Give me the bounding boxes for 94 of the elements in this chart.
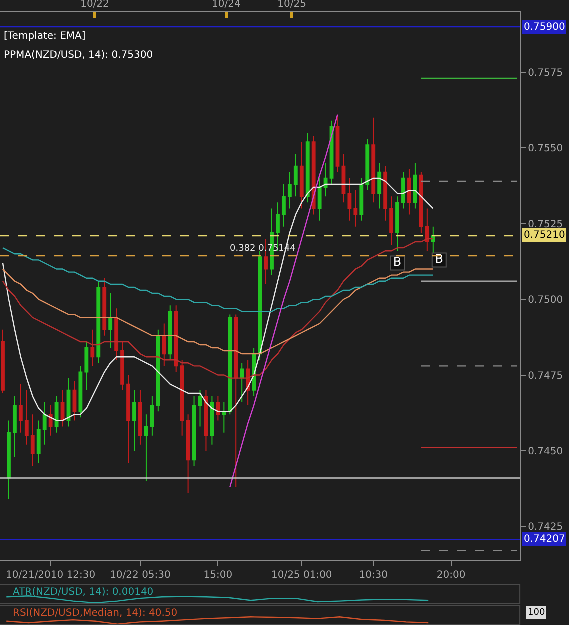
y-tick-label: 0.7475: [528, 370, 564, 382]
candlestick: [204, 390, 208, 452]
candlestick: [198, 390, 202, 428]
candlestick: [48, 405, 53, 436]
candlestick: [210, 396, 214, 446]
x-tick-label: 10/21/2010 12:30: [6, 570, 96, 581]
candlestick: [431, 226, 436, 255]
candlestick: [318, 178, 322, 222]
candlestick: [132, 390, 136, 452]
y-tick-label: 0.7525: [528, 219, 564, 230]
candlestick: [102, 278, 107, 336]
data-label: B: [435, 252, 444, 266]
x-tick-label: 10/22 05:30: [110, 570, 171, 581]
data-label: B: [393, 255, 402, 270]
candlestick: [84, 341, 89, 391]
candlestick: [234, 314, 238, 488]
candlestick: [150, 396, 154, 436]
candlestick: [54, 396, 59, 434]
candlestick: [144, 414, 148, 482]
candlestick: [30, 414, 35, 467]
candlestick: [306, 132, 310, 204]
candlestick: [425, 208, 430, 252]
candlestick: [78, 366, 83, 418]
candlestick: [408, 168, 412, 216]
candlestick: [413, 162, 418, 210]
candlestick: [180, 360, 184, 436]
candlestick: [186, 414, 190, 494]
y-tick-label: 0.7450: [528, 446, 564, 458]
candlestick: [288, 172, 292, 210]
candlestick: [300, 142, 304, 210]
line-series: [2, 238, 434, 379]
x-tick-label: 20:00: [436, 570, 466, 581]
candlestick: [114, 308, 119, 361]
candlestick: [354, 190, 358, 228]
candlestick: [168, 305, 172, 361]
candlestick: [192, 396, 196, 467]
annotation: RSI(NZD/USD,Median, 14): 40.50: [13, 608, 178, 619]
candlestick: [228, 314, 232, 416]
y-tick-label: 0.7575: [528, 68, 564, 79]
candlestick: [42, 402, 47, 446]
candlestick: [390, 196, 394, 246]
x-tick-label: 10/25 01:00: [271, 570, 332, 581]
ref-line-label: 0.75210: [524, 230, 566, 241]
candlestick: [312, 136, 316, 216]
ref-line-label: 0.75900: [524, 22, 566, 33]
y-tick-label: 0.7500: [528, 295, 564, 306]
candlestick: [18, 384, 23, 434]
candlestick: [282, 184, 286, 228]
candlestick: [240, 362, 244, 404]
candlestick: [366, 138, 370, 192]
candlestick: [1, 329, 5, 394]
candlestick: [384, 166, 388, 222]
candlestick: [378, 162, 382, 210]
candlestick: [336, 114, 340, 173]
candlestick: [258, 250, 262, 361]
annotation: [Template: EMA]: [4, 31, 86, 42]
candlestick: [402, 172, 406, 210]
candlestick: [216, 396, 220, 422]
candlestick: [324, 162, 328, 198]
candlestick: [396, 196, 400, 252]
ref-line-label: 0.74207: [524, 534, 566, 545]
candlestick: [360, 178, 364, 222]
candlestick: [138, 390, 142, 446]
candlestick: [108, 293, 113, 349]
candlestick: [90, 329, 95, 367]
text: 100: [528, 608, 546, 618]
y-tick-label: 0.7550: [528, 144, 564, 155]
candlestick: [372, 117, 376, 204]
candlestick: [348, 178, 352, 222]
candlestick: [36, 420, 41, 464]
annotation: PPMA(NZD/USD, 14): 0.75300: [4, 50, 154, 61]
line-series: [2, 178, 434, 422]
x-tick-label: 10:30: [359, 570, 388, 581]
candlestick: [120, 341, 125, 391]
candlestick: [342, 154, 346, 204]
candlestick: [66, 378, 71, 428]
candlestick: [419, 172, 424, 234]
candlestick: [162, 323, 166, 367]
candlestick: [24, 390, 29, 446]
candlestick: [96, 280, 101, 364]
candlestick: [60, 390, 65, 428]
candlestick: [7, 420, 11, 500]
line-series: [2, 268, 434, 355]
line-series: [230, 114, 338, 488]
annotation: ATR(NZD/USD, 14): 0.00140: [13, 587, 154, 598]
y-tick-label: 0.7425: [528, 522, 564, 534]
candlestick: [294, 154, 298, 198]
x-tick-label: 15:00: [204, 570, 233, 581]
candlestick: [126, 374, 130, 464]
candlestick: [156, 329, 160, 412]
candlestick: [222, 402, 226, 434]
candlestick: [72, 380, 77, 422]
candlestick: [12, 396, 17, 458]
candlestick: [174, 305, 178, 373]
